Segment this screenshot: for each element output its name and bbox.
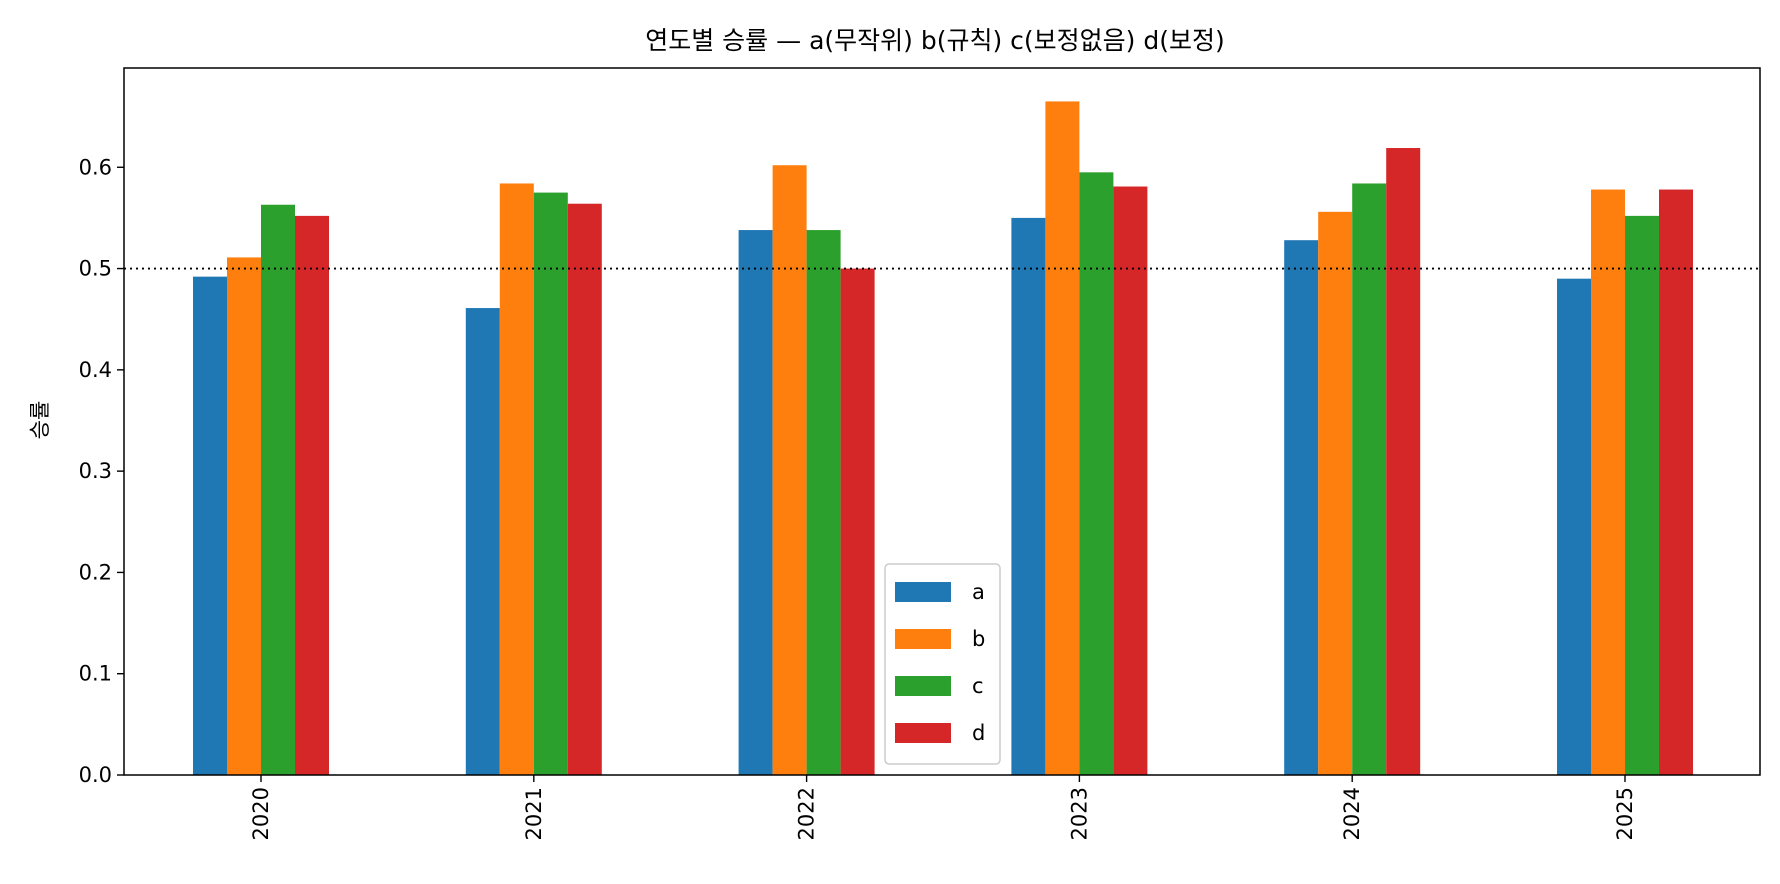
bar-d-2020 — [295, 215, 329, 776]
y-tick-label: 0.5 — [79, 257, 112, 281]
bar-b-2024 — [1318, 211, 1353, 776]
legend-box — [884, 563, 1001, 765]
legend-swatch-d — [895, 723, 951, 743]
bar-c-2023 — [1079, 172, 1114, 776]
bar-a-2020 — [193, 276, 227, 775]
legend-swatch-b — [895, 629, 951, 649]
legend-label-a: a — [972, 580, 985, 604]
bar-a-2021 — [465, 308, 500, 775]
plot-frame — [123, 67, 1761, 776]
x-tick-label: 2025 — [1613, 787, 1637, 840]
y-tick-label: 0.2 — [79, 560, 112, 584]
bar-b-2025 — [1591, 189, 1625, 776]
bar-c-2024 — [1352, 183, 1387, 775]
x-tick-label: 2021 — [522, 787, 546, 840]
bar-d-2022 — [840, 268, 875, 775]
legend-swatch-c — [895, 676, 951, 696]
bar-d-2024 — [1386, 148, 1421, 776]
bars-layer — [193, 101, 1693, 776]
legend-swatch-a — [895, 582, 951, 602]
bar-a-2024 — [1284, 240, 1319, 776]
legend-label-d: d — [972, 721, 985, 745]
y-tick-label: 0.6 — [79, 155, 112, 179]
axes-layer: 0.0 0.1 0.2 0.3 0.4 0.5 0.6 2020 2021 2022 2023 202… — [79, 67, 1761, 840]
y-axis-label: 승률 — [28, 401, 52, 440]
bar-c-2021 — [533, 192, 568, 776]
chart-title: 연도별 승률 — a(무작위) b(규칙) c(보정없음) d(보정) — [645, 26, 1225, 55]
bar-b-2023 — [1045, 101, 1080, 776]
bar-b-2022 — [772, 165, 807, 776]
bar-d-2025 — [1659, 189, 1693, 776]
legend-label-b: b — [972, 627, 985, 651]
bar-a-2025 — [1557, 278, 1591, 775]
y-tick-label: 0.0 — [79, 763, 112, 787]
x-tick-label: 2023 — [1067, 787, 1091, 840]
bar-d-2021 — [567, 203, 602, 776]
bar-c-2020 — [261, 204, 295, 775]
bar-b-2020 — [227, 257, 261, 776]
x-tick-label: 2022 — [795, 787, 819, 840]
bar-a-2022 — [738, 230, 773, 775]
y-tick-label: 0.4 — [79, 358, 112, 382]
legend-label-c: c — [972, 674, 984, 698]
bar-d-2023 — [1113, 186, 1148, 775]
x-tick-label: 2024 — [1340, 787, 1364, 840]
y-tick-label: 0.1 — [79, 662, 112, 686]
bar-c-2025 — [1625, 215, 1659, 776]
bar-b-2021 — [499, 183, 534, 775]
bar-c-2022 — [806, 230, 841, 775]
x-tick-label: 2020 — [249, 787, 273, 840]
y-tick-label: 0.3 — [79, 459, 112, 483]
bar-a-2023 — [1011, 217, 1046, 775]
